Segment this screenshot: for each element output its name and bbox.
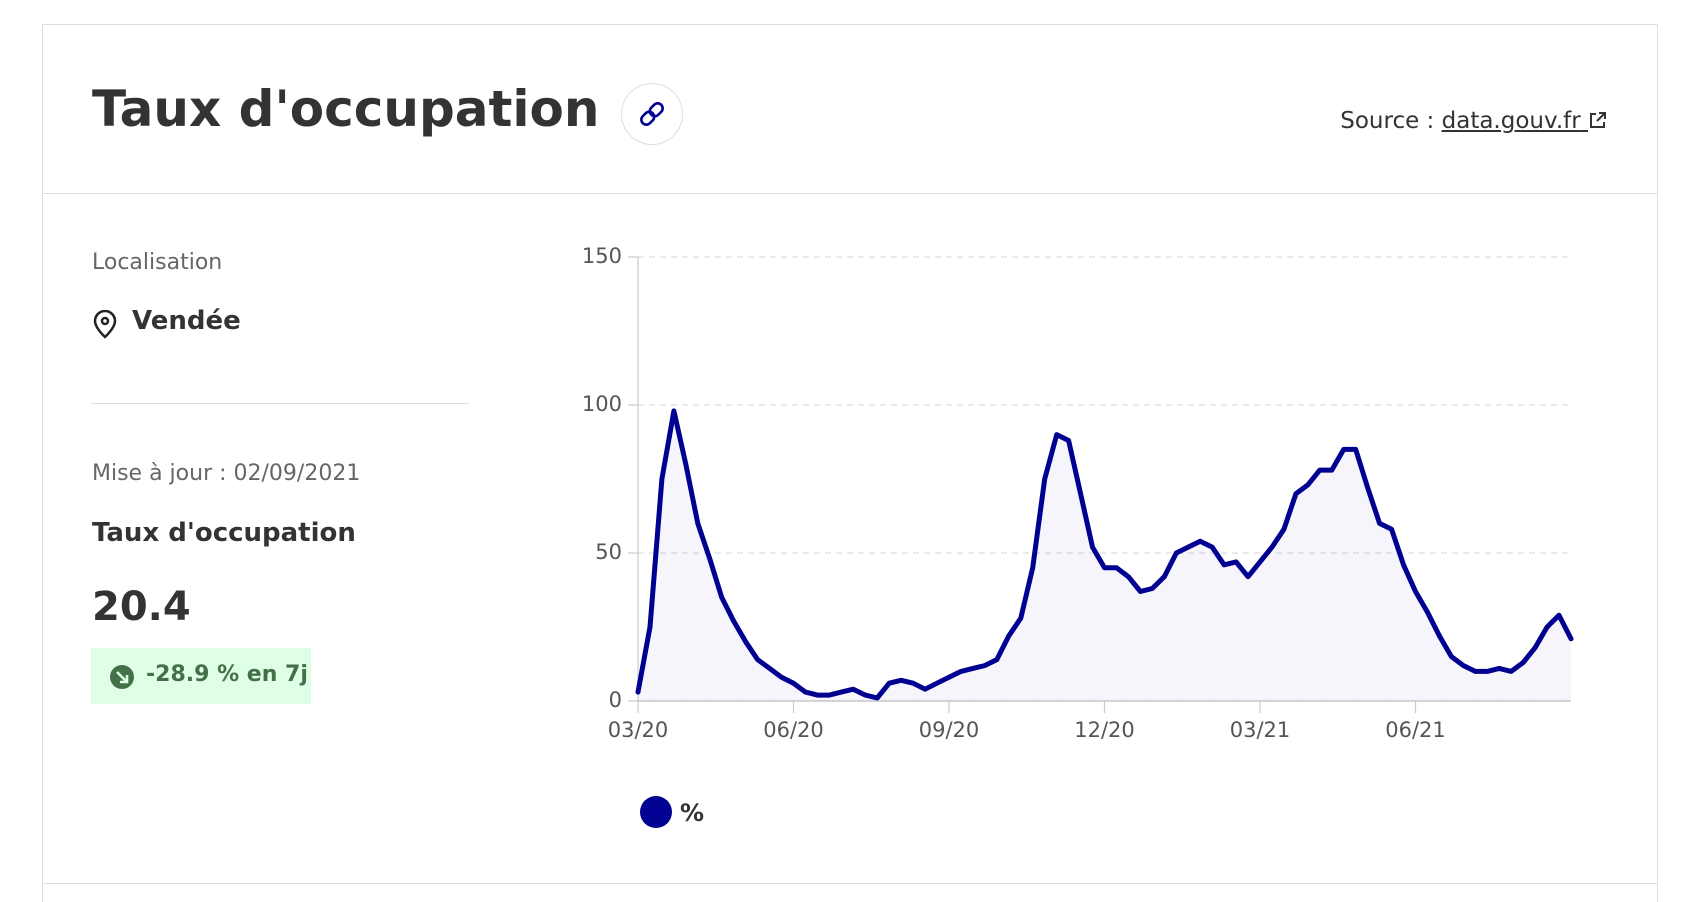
- link-icon: [640, 102, 664, 126]
- y-tick-label: 150: [582, 244, 622, 268]
- x-tick-label: 12/20: [1074, 718, 1135, 742]
- x-tick-label: 06/21: [1385, 718, 1446, 742]
- source-link-text: data.gouv.fr: [1441, 108, 1581, 134]
- x-tick-label: 03/20: [608, 718, 669, 742]
- x-tick-label: 09/20: [919, 718, 980, 742]
- external-icon: [1590, 112, 1606, 128]
- copy-link-button[interactable]: [621, 83, 683, 145]
- y-tick-label: 50: [595, 540, 622, 564]
- change-badge: -28.9 % en 7j: [91, 648, 311, 704]
- area: [638, 410, 1571, 701]
- divider: [42, 193, 1658, 194]
- title: Taux d'occupation: [92, 80, 600, 138]
- source-label: Source :: [1340, 108, 1435, 134]
- source: Source : data.gouv.fr: [1340, 108, 1608, 134]
- line: [635, 408, 1574, 701]
- divider: [42, 883, 1658, 884]
- source-link[interactable]: data.gouv.fr: [1442, 108, 1608, 134]
- change-text: -28.9 % en 7j: [146, 662, 308, 687]
- legend-marker: [640, 796, 672, 828]
- card: [42, 24, 1658, 902]
- chart: 0 50 100 150 03/20 06/20 09/20 12/20 03/21 06/21%: [582, 244, 1574, 828]
- pin-icon: [93, 310, 117, 339]
- location: Vendée: [132, 306, 241, 336]
- trend-icon: [110, 665, 134, 689]
- x-tick-label: 03/21: [1230, 718, 1291, 742]
- indicator-label: Taux d'occupation: [92, 518, 356, 548]
- y-tick-label: 100: [582, 392, 622, 416]
- updated: Mise à jour : 02/09/2021: [92, 461, 361, 486]
- indicator-value: 20.4: [92, 584, 191, 630]
- x-tick-label: 06/20: [763, 718, 824, 742]
- location-label: Localisation: [92, 250, 223, 275]
- legend-label: %: [680, 799, 704, 827]
- y-tick-label: 0: [609, 688, 622, 712]
- divider: [91, 403, 469, 404]
